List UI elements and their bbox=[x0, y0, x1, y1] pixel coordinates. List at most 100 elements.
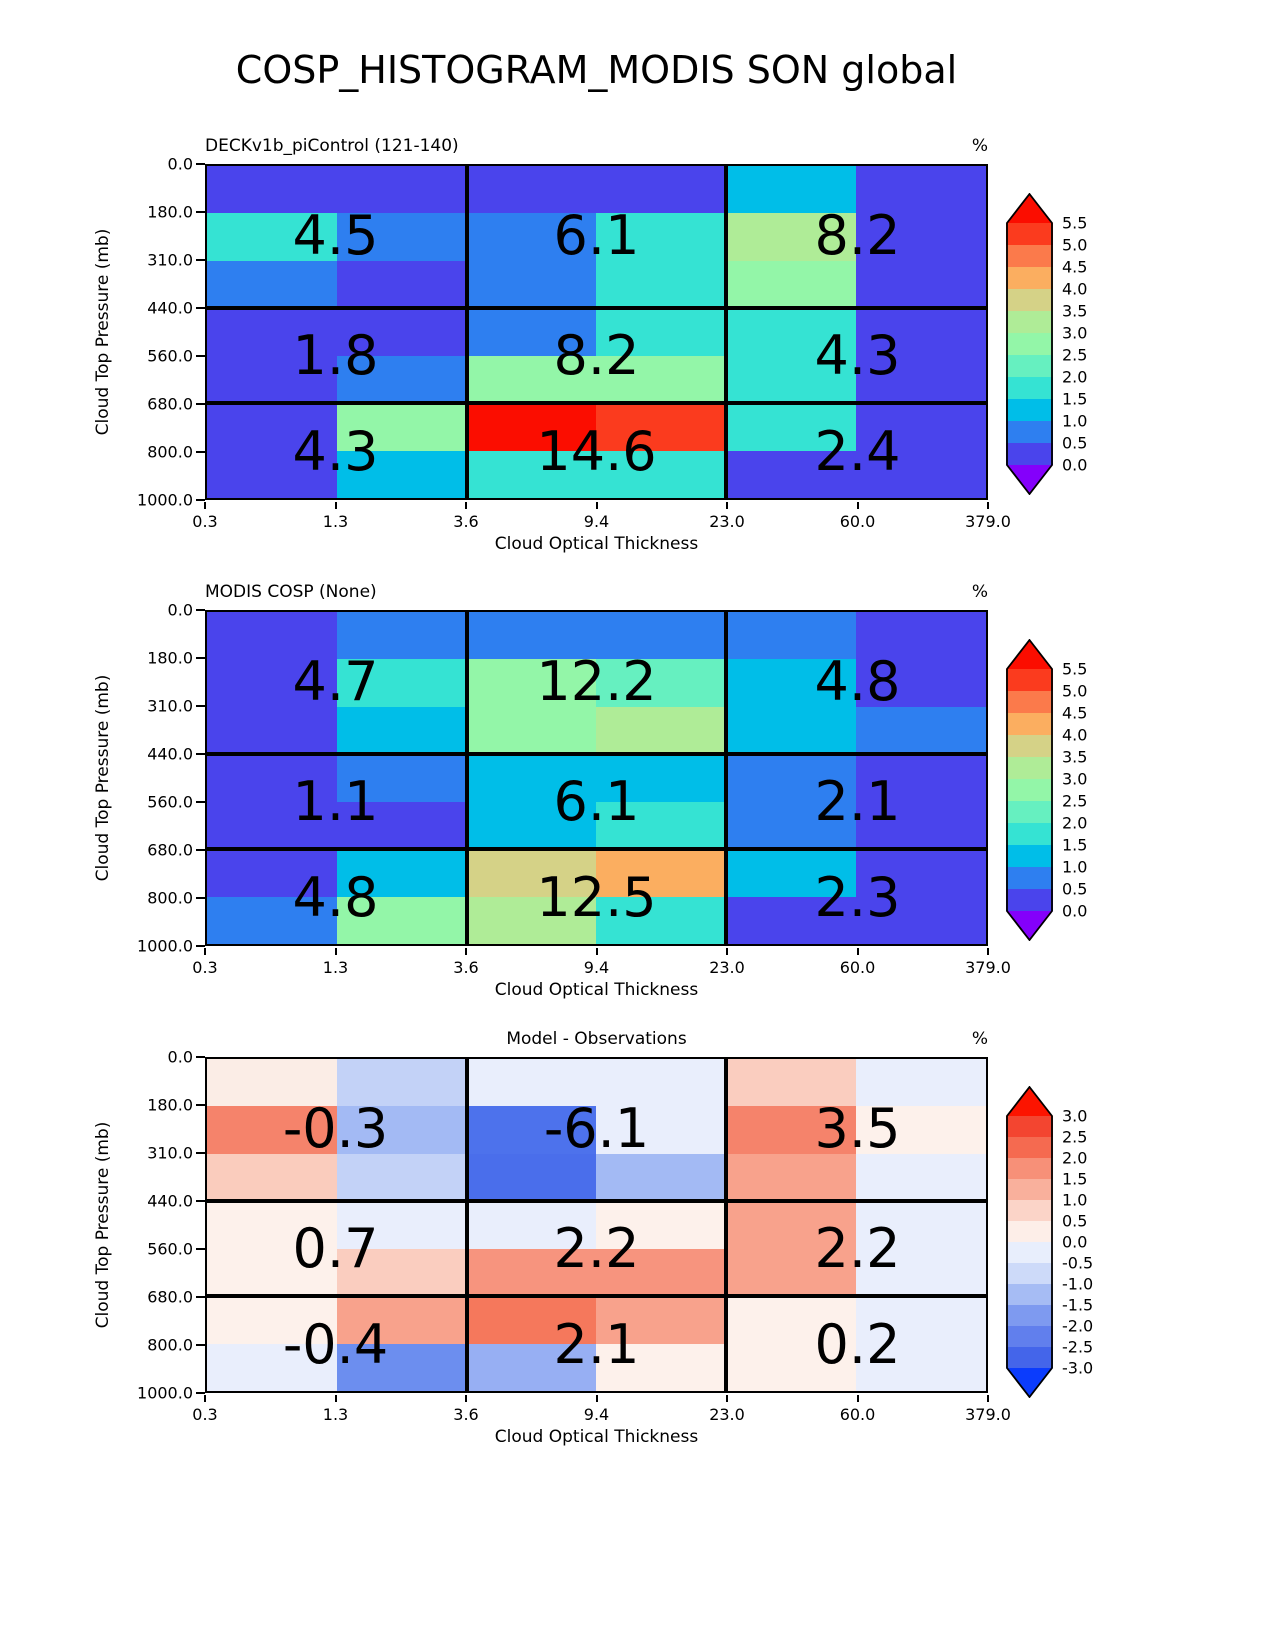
block-value: 6.1 bbox=[553, 770, 640, 833]
colorbar-segment bbox=[1006, 691, 1053, 713]
x-tick-mark bbox=[595, 948, 598, 955]
y-tick-mark bbox=[196, 1152, 205, 1154]
y-tick-mark bbox=[196, 705, 205, 707]
heatmap-cell-r7c2 bbox=[336, 896, 467, 944]
y-tick-mark bbox=[196, 1296, 205, 1298]
block-value: 2.4 bbox=[814, 420, 901, 483]
heatmap-cell-r1c3 bbox=[466, 1059, 597, 1107]
colorbar bbox=[1006, 193, 1053, 495]
y-tick-label: 310.0 bbox=[147, 1143, 193, 1163]
colorbar-tick-label: 3.0 bbox=[1062, 1106, 1088, 1126]
heatmap-grid bbox=[205, 610, 988, 946]
colorbar-tick-label: 1.5 bbox=[1062, 389, 1088, 409]
colorbar bbox=[1006, 639, 1053, 941]
colorbar-segment bbox=[1006, 1347, 1053, 1368]
block-separator-vertical bbox=[724, 612, 729, 944]
colorbar-tick-label: 2.5 bbox=[1062, 345, 1088, 365]
heatmap-cell-r6c3 bbox=[466, 403, 597, 451]
colorbar-segment bbox=[1006, 443, 1053, 465]
y-tick-label: 560.0 bbox=[147, 1239, 193, 1259]
x-tick-mark bbox=[856, 502, 859, 509]
heatmap-cell-r1c4 bbox=[596, 1059, 727, 1107]
heatmap-cell-r7c2 bbox=[336, 1343, 467, 1391]
panel-title: DECKv1b_piControl (121-140) bbox=[205, 136, 459, 156]
block-separator-vertical bbox=[464, 612, 469, 944]
colorbar-tick-label: 3.5 bbox=[1062, 747, 1088, 767]
heatmap-cell-r1c5 bbox=[726, 1059, 857, 1107]
x-tick-mark bbox=[987, 502, 989, 509]
heatmap-cell-r3c1 bbox=[207, 260, 337, 309]
colorbar-outline bbox=[1006, 193, 1053, 495]
colorbar-segment bbox=[1006, 267, 1053, 289]
block-separator-vertical bbox=[464, 166, 469, 498]
block-value: 12.5 bbox=[536, 866, 657, 929]
heatmap-cell-r6c5 bbox=[726, 849, 857, 897]
colorbar-tick-label: 4.5 bbox=[1062, 257, 1088, 277]
colorbar-segment bbox=[1006, 1137, 1053, 1158]
heatmap-grid bbox=[205, 164, 988, 500]
colorbar-segment bbox=[1006, 757, 1053, 779]
colorbar-cap-top bbox=[1006, 639, 1053, 669]
colorbar-tick-label: 0.0 bbox=[1062, 455, 1088, 475]
heatmap-cell-r3c1 bbox=[207, 706, 337, 755]
colorbar-tick-label: 5.0 bbox=[1062, 235, 1088, 255]
block-value: 4.7 bbox=[292, 650, 379, 713]
colorbar-segment bbox=[1006, 1221, 1053, 1242]
heatmap-cell-r7c5 bbox=[726, 896, 857, 944]
y-tick-mark bbox=[196, 609, 205, 611]
y-tick-mark bbox=[196, 753, 205, 755]
colorbar-segment bbox=[1006, 223, 1053, 245]
block-value: 2.3 bbox=[814, 866, 901, 929]
heatmap-cell-r4c5 bbox=[726, 754, 857, 802]
heatmap-cell-r5c1 bbox=[207, 355, 337, 404]
y-tick-label: 310.0 bbox=[147, 696, 193, 716]
block-value: 8.2 bbox=[553, 324, 640, 387]
heatmap-cell-r5c5 bbox=[726, 355, 857, 404]
block-value: 6.1 bbox=[553, 204, 640, 267]
y-tick-mark bbox=[196, 657, 205, 659]
colorbar-segment bbox=[1006, 1200, 1053, 1221]
heatmap-cell-r5c4 bbox=[596, 801, 727, 850]
y-tick-mark bbox=[196, 945, 205, 947]
block-value: 2.1 bbox=[553, 1313, 640, 1376]
x-tick-mark bbox=[987, 948, 989, 955]
heatmap-cell-r4c4 bbox=[596, 1201, 727, 1249]
heatmap-cell-r2c5 bbox=[726, 213, 857, 261]
heatmap-cell-r4c5 bbox=[726, 308, 857, 356]
heatmap-cell-r6c2 bbox=[336, 1296, 467, 1344]
colorbar-segment bbox=[1006, 1158, 1053, 1179]
heatmap-cell-r6c4 bbox=[596, 1296, 727, 1344]
heatmap-cell-r2c2 bbox=[336, 1106, 467, 1154]
y-tick-label: 680.0 bbox=[147, 1287, 193, 1307]
colorbar-segment bbox=[1006, 823, 1053, 845]
heatmap-cell-r5c1 bbox=[207, 801, 337, 850]
block-value: 0.2 bbox=[814, 1313, 901, 1376]
y-tick-label: 800.0 bbox=[147, 442, 193, 462]
heatmap-cell-r2c1 bbox=[207, 659, 337, 707]
block-value: 1.8 bbox=[292, 324, 379, 387]
heatmap-cell-r2c3 bbox=[466, 659, 597, 707]
heatmap-cell-r6c1 bbox=[207, 403, 337, 451]
heatmap-cell-r1c6 bbox=[856, 612, 986, 660]
heatmap-cell-r5c3 bbox=[466, 801, 597, 850]
heatmap-cell-r4c6 bbox=[856, 308, 986, 356]
heatmap-cell-r6c1 bbox=[207, 1296, 337, 1344]
block-separator-vertical bbox=[724, 1059, 729, 1391]
y-tick-label: 440.0 bbox=[147, 744, 193, 764]
block-value: -0.3 bbox=[282, 1097, 389, 1160]
colorbar-cap-top bbox=[1006, 1086, 1053, 1116]
heatmap-cell-r1c5 bbox=[726, 612, 857, 660]
heatmap-cell-r2c4 bbox=[596, 659, 727, 707]
colorbar-segment bbox=[1006, 735, 1053, 757]
colorbar-segment bbox=[1006, 355, 1053, 377]
colorbar-segment bbox=[1006, 1179, 1053, 1200]
colorbar-outline bbox=[1006, 639, 1053, 941]
block-value: 12.2 bbox=[536, 650, 657, 713]
y-tick-label: 800.0 bbox=[147, 1335, 193, 1355]
heatmap-cell-r3c4 bbox=[596, 1153, 727, 1202]
colorbar-segment bbox=[1006, 1284, 1053, 1305]
heatmap-cell-r6c4 bbox=[596, 403, 727, 451]
x-tick-mark bbox=[204, 1395, 206, 1402]
y-tick-label: 180.0 bbox=[147, 202, 193, 222]
block-value: 4.3 bbox=[814, 324, 901, 387]
